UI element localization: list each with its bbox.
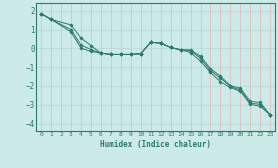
X-axis label: Humidex (Indice chaleur): Humidex (Indice chaleur) [100, 140, 211, 149]
